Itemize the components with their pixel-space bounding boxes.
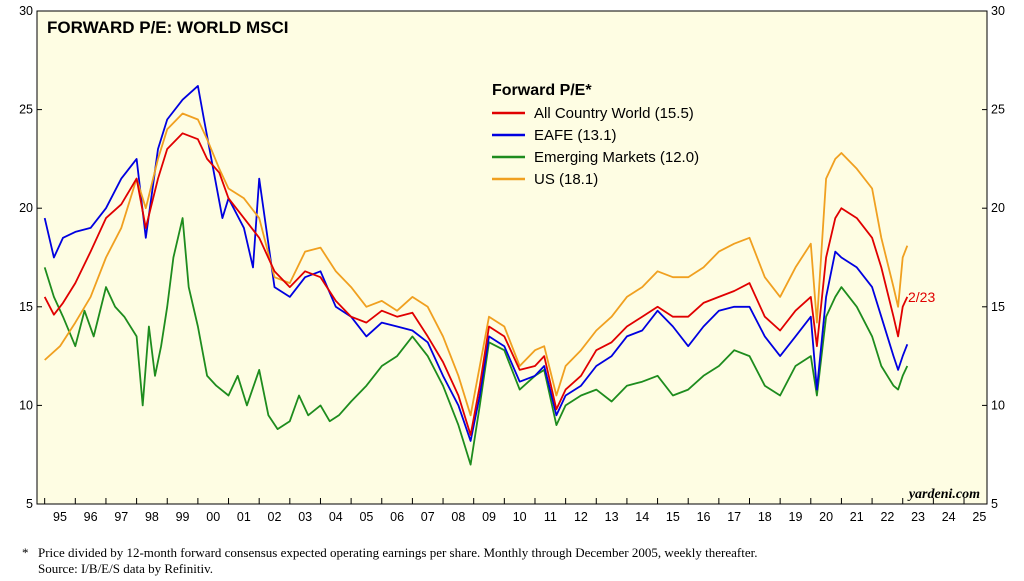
- y-tick-label-left: 30: [19, 4, 33, 18]
- x-tick-label: 99: [176, 510, 190, 524]
- y-tick-label-right: 5: [991, 497, 998, 511]
- footnote-line-1: * Price divided by 12-month forward conse…: [22, 545, 757, 561]
- x-tick-label: 04: [329, 510, 343, 524]
- y-tick-label-right: 15: [991, 300, 1005, 314]
- x-tick-label: 15: [666, 510, 680, 524]
- latest-date-annotation: 2/23: [908, 289, 935, 305]
- footnote-text: Price divided by 12-month forward consen…: [38, 545, 758, 560]
- y-tick-label-right: 25: [991, 103, 1005, 117]
- series-line-emerging-markets: [43, 217, 909, 466]
- x-tick-label: 05: [359, 510, 373, 524]
- footnote-line-2: Source: I/B/E/S data by Refinitiv.: [38, 561, 213, 576]
- x-tick-label: 17: [727, 510, 741, 524]
- x-tick-label: 03: [298, 510, 312, 524]
- legend-title: Forward P/E*: [492, 82, 592, 99]
- x-tick-label: 25: [972, 510, 986, 524]
- axis-ticks: 5 5 10 10 15 15 20 20 25 25 30 30 95 96 97 98 99 00 01 02 03…: [19, 4, 1005, 524]
- x-tick-label: 18: [758, 510, 772, 524]
- footnote-marker: *: [22, 545, 29, 560]
- x-tick-label: 24: [942, 510, 956, 524]
- legend-label: All Country World (15.5): [534, 105, 694, 122]
- y-tick-label-left: 20: [19, 201, 33, 215]
- x-tick-label: 09: [482, 510, 496, 524]
- x-tick-label: 02: [268, 510, 282, 524]
- x-tick-label: 00: [206, 510, 220, 524]
- series-lines: [43, 85, 909, 466]
- x-tick-label: 16: [697, 510, 711, 524]
- x-tick-label: 98: [145, 510, 159, 524]
- x-tick-label: 96: [84, 510, 98, 524]
- chart-title: FORWARD P/E: WORLD MSCI: [47, 18, 288, 37]
- y-tick-label-right: 10: [991, 398, 1005, 412]
- x-tick-label: 97: [114, 510, 128, 524]
- legend: Forward P/E* All Country World (15.5) EAF…: [492, 82, 699, 188]
- y-tick-label-left: 15: [19, 300, 33, 314]
- x-tick-label: 22: [880, 510, 894, 524]
- x-tick-label: 08: [451, 510, 465, 524]
- legend-label: EAFE (13.1): [534, 127, 617, 144]
- x-tick-label: 13: [605, 510, 619, 524]
- y-tick-label-left: 25: [19, 103, 33, 117]
- x-tick-label: 06: [390, 510, 404, 524]
- plot-area: [36, 10, 988, 505]
- x-tick-label: 95: [53, 510, 67, 524]
- x-tick-label: 10: [513, 510, 527, 524]
- x-tick-label: 23: [911, 510, 925, 524]
- x-tick-label: 21: [850, 510, 864, 524]
- series-line-us: [44, 112, 909, 417]
- series-line-eafe: [43, 85, 909, 442]
- series-line-all-country-world: [43, 132, 909, 436]
- y-tick-label-right: 20: [991, 201, 1005, 215]
- chart-figure: 5 5 10 10 15 15 20 20 25 25 30 30 95 96 97 98 99 00 01 02 03…: [19, 4, 1005, 524]
- x-tick-label: 07: [421, 510, 435, 524]
- y-tick-label-left: 10: [19, 398, 33, 412]
- x-tick-label: 11: [544, 510, 557, 524]
- x-tick-label: 14: [635, 510, 649, 524]
- x-tick-label: 12: [574, 510, 588, 524]
- x-tick-label: 20: [819, 510, 833, 524]
- x-tick-label: 19: [789, 510, 803, 524]
- y-tick-label-right: 30: [991, 4, 1005, 18]
- legend-label: US (18.1): [534, 171, 598, 188]
- y-tick-label-left: 5: [26, 497, 33, 511]
- legend-label: Emerging Markets (12.0): [534, 149, 699, 166]
- x-tick-label: 01: [237, 510, 251, 524]
- brand-watermark: yardeni.com: [907, 487, 980, 502]
